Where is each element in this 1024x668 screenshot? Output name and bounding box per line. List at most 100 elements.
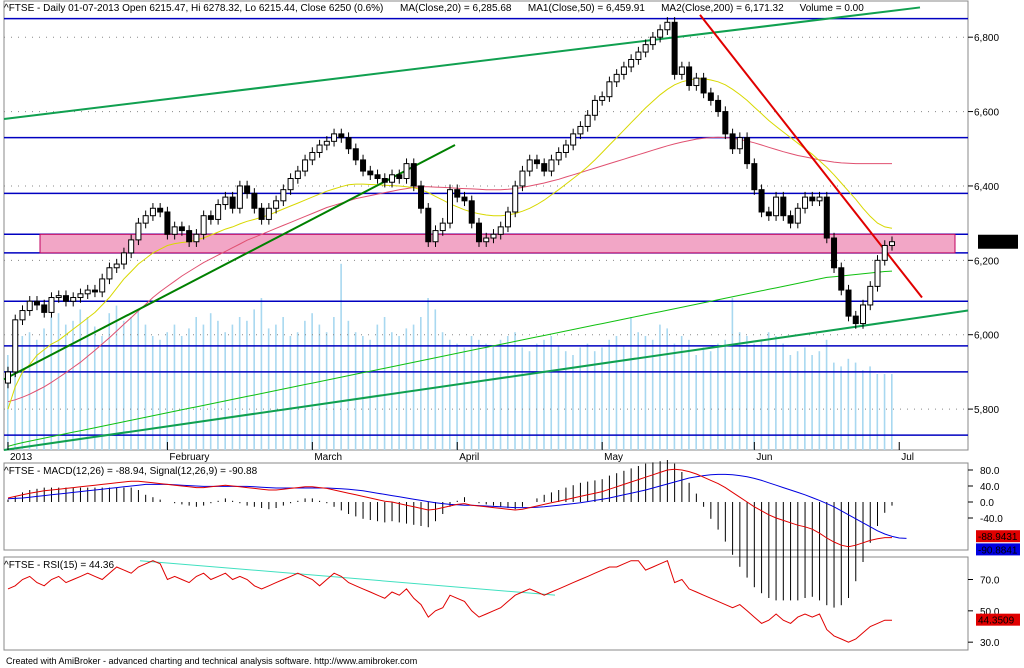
candle-body (62, 295, 69, 302)
candle-body (497, 226, 504, 235)
volume-bar (688, 339, 690, 450)
volume-bar (296, 332, 299, 450)
volume-bar (260, 298, 263, 450)
volume-bar (383, 317, 386, 450)
volume-bar (340, 263, 342, 450)
candle-body (432, 230, 439, 243)
volume-bar (782, 343, 784, 450)
macd-tick-label: -40.0 (980, 514, 1003, 525)
volume-bar (93, 326, 96, 450)
candle-body (360, 159, 367, 172)
volume-bar (608, 339, 611, 450)
volume-bar (166, 332, 169, 450)
volume-bar (731, 298, 734, 450)
month-label: 2013 (10, 452, 33, 463)
volume-bar (840, 366, 842, 450)
candle-body (244, 185, 251, 194)
volume-bar (615, 336, 618, 450)
candlesticks (5, 17, 895, 389)
volume-bar (869, 366, 871, 450)
volume-bar (702, 347, 705, 450)
volume-bar (767, 332, 770, 450)
volume-bar (601, 347, 603, 450)
candle-body (149, 207, 156, 217)
month-label: February (169, 452, 209, 463)
candle-body (236, 185, 243, 209)
footer-credit: Created with AmiBroker - advanced charti… (6, 656, 418, 666)
candle-body (425, 207, 432, 243)
volume-bar (506, 336, 509, 450)
rsi-value-label: 44.3509 (978, 616, 1015, 627)
volume-bar (593, 351, 596, 450)
candle-body (222, 196, 229, 206)
rsi-trendline (139, 560, 556, 596)
volume-bar (862, 370, 864, 450)
candle-body (323, 140, 330, 146)
rsi-tick-label: 50.0 (980, 607, 1000, 618)
macd-line (7, 468, 892, 548)
volume-bar (72, 320, 74, 450)
volume-bar (246, 320, 248, 450)
macd-tick-label: 40.0 (980, 482, 1000, 493)
candle-body (613, 73, 620, 83)
volume-bar (760, 339, 763, 450)
rsi-title: ^FTSE - RSI(15) = 44.36 (4, 560, 114, 571)
volume-bar (651, 339, 654, 450)
month-label: April (459, 452, 479, 463)
candle-body (468, 200, 475, 224)
volume-bar (122, 320, 125, 450)
volume-bar (217, 320, 219, 450)
candle-body (331, 133, 338, 142)
volume-bar (195, 317, 197, 450)
volume-bar (811, 355, 813, 450)
macd-title: ^FTSE - MACD(12,26) = -88.94, Signal(12,… (4, 466, 258, 477)
rsi-value-tag (976, 613, 1020, 626)
volume-bar (680, 336, 683, 450)
volume-bar (456, 343, 458, 450)
candle-body (780, 196, 787, 217)
candle-body (483, 237, 490, 243)
rsi-line (7, 560, 892, 643)
macd-tick-label: 0.0 (980, 498, 994, 509)
candle-body (845, 289, 852, 317)
volume-bar (738, 332, 741, 450)
candle-body (570, 133, 577, 146)
volume-bar (333, 317, 335, 450)
volume-bar (64, 324, 67, 450)
volume-bar (543, 339, 545, 450)
candle-body (135, 222, 142, 241)
volume-bar (463, 347, 466, 450)
volume-bar (449, 339, 451, 450)
candle-body (874, 259, 881, 287)
volume-bar (825, 339, 828, 450)
rsi-axis: 70.0 50.0 30.0 (968, 576, 1000, 649)
legend-entry: MA1(Close,50) = 6,459.91 (528, 3, 645, 14)
lower-channel-trendline (3, 309, 969, 451)
price-tick-label: 6,200 (974, 256, 999, 267)
volume-bar (753, 343, 755, 450)
candle-body (396, 174, 403, 180)
candle-body (758, 189, 765, 213)
volume-bar (21, 336, 24, 450)
candle-body (881, 244, 888, 261)
volume-bar (789, 355, 792, 450)
candle-body (352, 148, 359, 161)
candle-body (461, 196, 468, 202)
volume-bar (43, 328, 45, 450)
candle-body (867, 285, 874, 306)
volume-bar (144, 324, 147, 450)
volume-bar (28, 332, 31, 450)
volume-bar (57, 313, 60, 450)
volume-bar (115, 305, 118, 450)
support-zone-band (39, 233, 956, 254)
candle-body (678, 66, 685, 75)
candle-body (418, 185, 425, 209)
volume-bar (318, 324, 321, 450)
ma200-line (7, 270, 893, 447)
volume-bar (441, 332, 444, 450)
candle-body (635, 51, 642, 61)
volume-bar (717, 343, 719, 450)
candle-body (860, 304, 867, 325)
candle-body (258, 207, 265, 220)
volume-bar (202, 324, 205, 450)
